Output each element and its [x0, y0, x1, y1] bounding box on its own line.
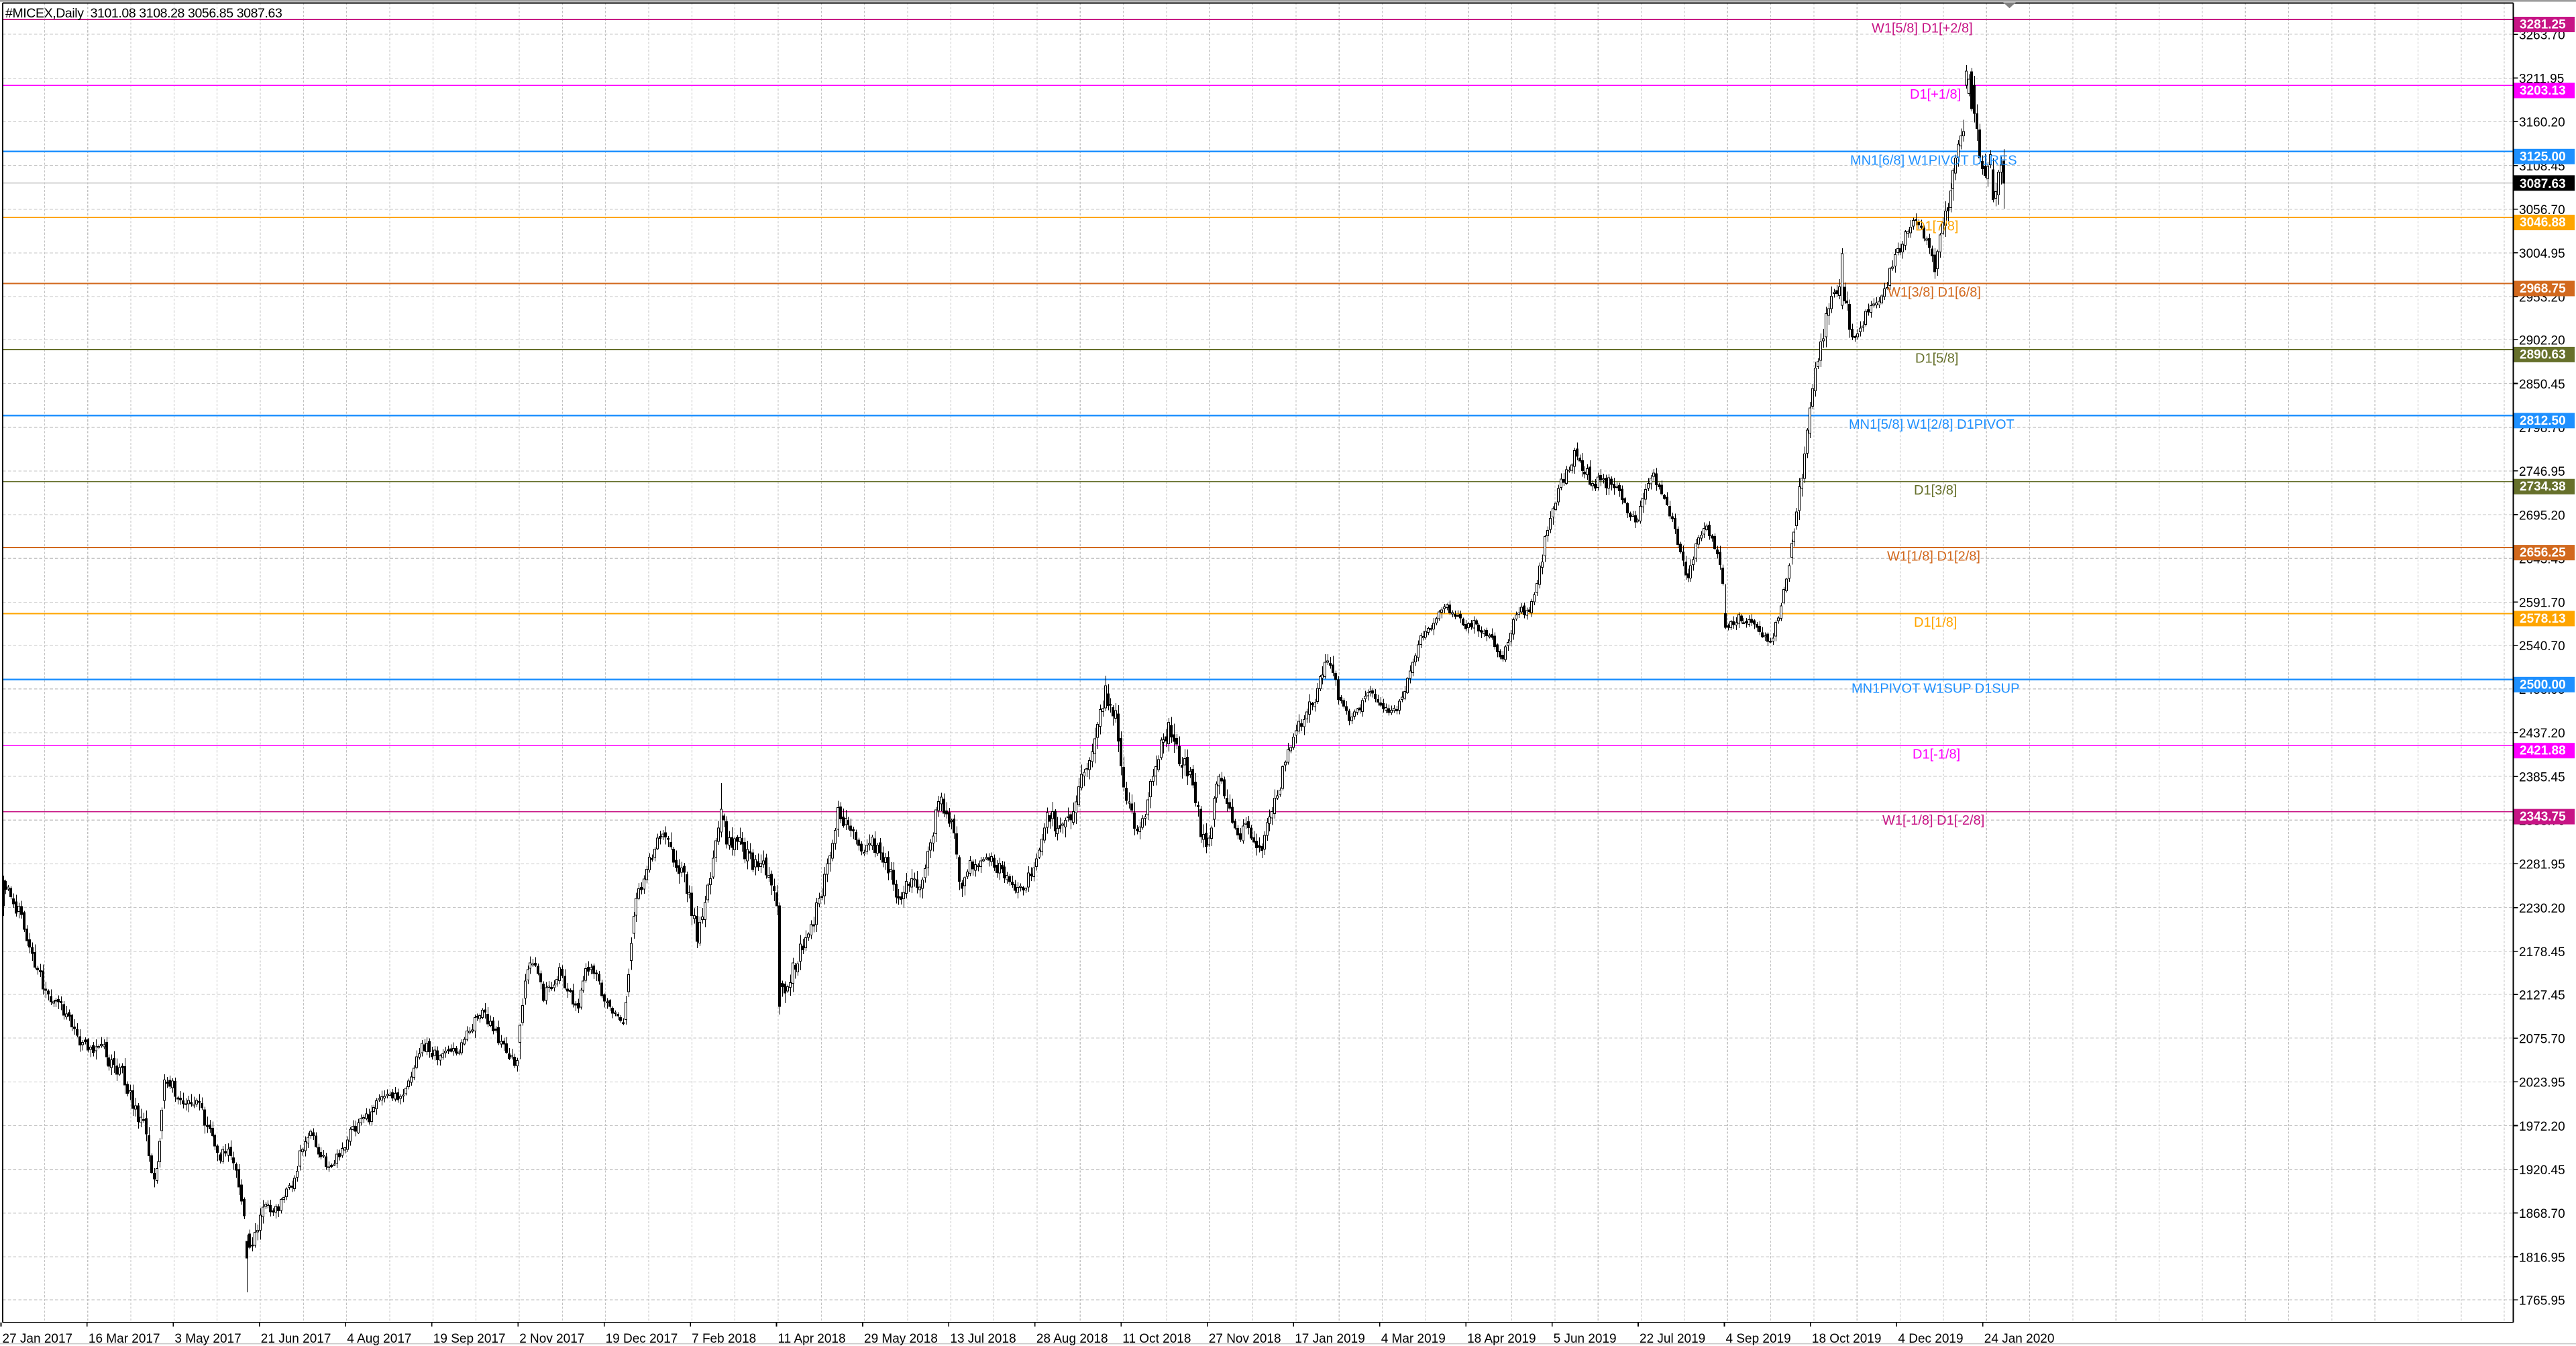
svg-text:22 Jul 2019: 22 Jul 2019	[1640, 1332, 1705, 1346]
svg-text:4 Sep 2019: 4 Sep 2019	[1726, 1332, 1791, 1346]
svg-text:1765.95: 1765.95	[2519, 1294, 2565, 1308]
svg-text:3087.63: 3087.63	[2520, 177, 2566, 191]
svg-text:7 Feb 2018: 7 Feb 2018	[692, 1332, 756, 1346]
svg-text:2023.95: 2023.95	[2519, 1076, 2565, 1090]
svg-text:1816.95: 1816.95	[2519, 1251, 2565, 1265]
svg-text:W1[5/8] D1[+2/8]: W1[5/8] D1[+2/8]	[1872, 21, 1973, 36]
svg-text:3281.25: 3281.25	[2520, 18, 2566, 32]
svg-text:W1[-1/8] D1[-2/8]: W1[-1/8] D1[-2/8]	[1882, 813, 1984, 828]
svg-text:3203.13: 3203.13	[2520, 84, 2566, 98]
svg-text:D1[3/8]: D1[3/8]	[1914, 483, 1957, 498]
svg-text:4 Aug 2017: 4 Aug 2017	[347, 1332, 411, 1346]
svg-text:16 Mar 2017: 16 Mar 2017	[89, 1332, 160, 1346]
svg-text:2812.50: 2812.50	[2520, 414, 2566, 428]
svg-text:11 Apr 2018: 11 Apr 2018	[778, 1332, 846, 1346]
svg-text:2540.70: 2540.70	[2519, 639, 2565, 654]
svg-text:27 Nov 2018: 27 Nov 2018	[1209, 1332, 1281, 1346]
svg-text:W1[1/8] D1[2/8]: W1[1/8] D1[2/8]	[1887, 550, 1980, 564]
svg-text:3046.88: 3046.88	[2520, 216, 2566, 230]
svg-text:29 May 2018: 29 May 2018	[864, 1332, 938, 1346]
svg-text:2850.45: 2850.45	[2519, 378, 2565, 392]
svg-text:2343.75: 2343.75	[2520, 810, 2566, 824]
svg-text:2127.45: 2127.45	[2519, 988, 2565, 1002]
svg-text:2656.25: 2656.25	[2520, 546, 2566, 560]
svg-text:#MICEX,Daily 3101.08 3108.28: #MICEX,Daily 3101.08 3108.28 3056.85 308…	[5, 6, 282, 21]
svg-text:2591.70: 2591.70	[2519, 597, 2565, 611]
svg-text:D1[5/8]: D1[5/8]	[1915, 351, 1958, 366]
svg-text:19 Dec 2017: 19 Dec 2017	[606, 1332, 678, 1346]
svg-text:28 Aug 2018: 28 Aug 2018	[1036, 1332, 1108, 1346]
svg-text:3004.95: 3004.95	[2519, 247, 2565, 261]
svg-text:2385.45: 2385.45	[2519, 770, 2565, 784]
svg-text:2178.45: 2178.45	[2519, 945, 2565, 960]
svg-text:D1[7/8]: D1[7/8]	[1915, 219, 1958, 234]
svg-text:D1[+1/8]: D1[+1/8]	[1910, 87, 1961, 102]
svg-text:2075.70: 2075.70	[2519, 1032, 2565, 1046]
svg-text:2500.00: 2500.00	[2520, 678, 2566, 692]
svg-text:3211.95: 3211.95	[2519, 72, 2564, 87]
svg-text:24 Jan 2020: 24 Jan 2020	[1984, 1332, 2055, 1346]
svg-text:27 Jan 2017: 27 Jan 2017	[3, 1332, 73, 1346]
svg-text:MN1[5/8] W1[2/8] D1PIVOT: MN1[5/8] W1[2/8] D1PIVOT	[1849, 417, 2015, 432]
svg-text:2230.20: 2230.20	[2519, 902, 2565, 916]
svg-text:3160.20: 3160.20	[2519, 116, 2565, 130]
svg-text:11 Oct 2018: 11 Oct 2018	[1122, 1332, 1191, 1346]
svg-text:4 Dec 2019: 4 Dec 2019	[1898, 1332, 1963, 1346]
svg-text:1972.20: 1972.20	[2519, 1120, 2565, 1134]
svg-text:2437.20: 2437.20	[2519, 727, 2565, 741]
svg-text:5 Jun 2019: 5 Jun 2019	[1554, 1332, 1617, 1346]
svg-text:4 Mar 2019: 4 Mar 2019	[1381, 1332, 1446, 1346]
svg-text:2746.95: 2746.95	[2519, 465, 2565, 479]
svg-text:2578.13: 2578.13	[2520, 612, 2566, 626]
svg-text:2902.20: 2902.20	[2519, 334, 2565, 348]
svg-text:3125.00: 3125.00	[2520, 150, 2566, 164]
svg-text:2695.20: 2695.20	[2519, 509, 2565, 523]
svg-text:W1[3/8] D1[6/8]: W1[3/8] D1[6/8]	[1888, 285, 1981, 300]
svg-text:2281.95: 2281.95	[2519, 858, 2565, 872]
svg-text:2968.75: 2968.75	[2520, 282, 2566, 296]
svg-text:1920.45: 1920.45	[2519, 1163, 2565, 1178]
svg-text:MN1PIVOT W1SUP D1SUP: MN1PIVOT W1SUP D1SUP	[1851, 681, 2019, 696]
svg-text:3056.70: 3056.70	[2519, 203, 2565, 217]
svg-text:D1[1/8]: D1[1/8]	[1914, 615, 1957, 630]
svg-text:21 Jun 2017: 21 Jun 2017	[261, 1332, 331, 1346]
svg-text:18 Apr 2019: 18 Apr 2019	[1467, 1332, 1536, 1346]
svg-text:18 Oct 2019: 18 Oct 2019	[1812, 1332, 1882, 1346]
svg-text:MN1[6/8] W1PIVOT D1RES: MN1[6/8] W1PIVOT D1RES	[1850, 153, 2017, 168]
svg-text:1868.70: 1868.70	[2519, 1207, 2565, 1221]
svg-text:2890.63: 2890.63	[2520, 348, 2566, 362]
svg-text:17 Jan 2019: 17 Jan 2019	[1295, 1332, 1365, 1346]
svg-text:13 Jul 2018: 13 Jul 2018	[950, 1332, 1016, 1346]
svg-text:D1[-1/8]: D1[-1/8]	[1913, 747, 1960, 762]
svg-text:2734.38: 2734.38	[2520, 480, 2566, 494]
svg-text:2421.88: 2421.88	[2520, 744, 2566, 758]
svg-text:2 Nov 2017: 2 Nov 2017	[519, 1332, 584, 1346]
svg-text:19 Sep 2017: 19 Sep 2017	[433, 1332, 506, 1346]
svg-text:3 May 2017: 3 May 2017	[174, 1332, 241, 1346]
